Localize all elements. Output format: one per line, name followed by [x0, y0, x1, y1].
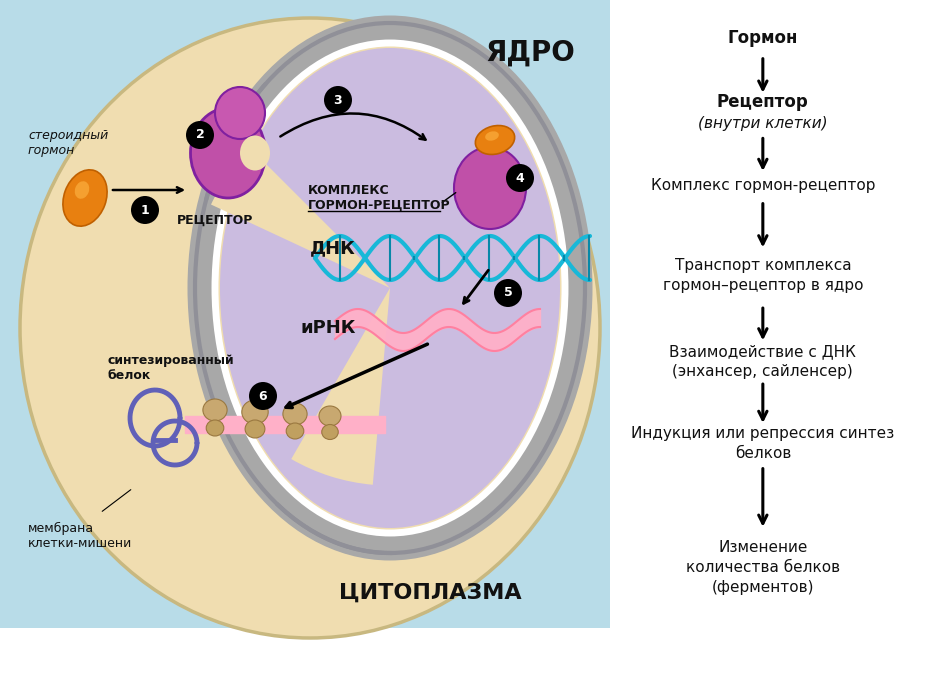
Ellipse shape — [241, 400, 269, 424]
Circle shape — [494, 279, 522, 307]
Ellipse shape — [319, 406, 341, 426]
Circle shape — [506, 164, 534, 192]
Text: Гормон: Гормон — [727, 29, 798, 47]
Circle shape — [186, 121, 214, 149]
Circle shape — [131, 196, 159, 224]
Ellipse shape — [20, 18, 600, 638]
Text: стероидный
гормон: стероидный гормон — [28, 129, 109, 157]
Text: Рецептор: Рецептор — [717, 92, 809, 111]
Ellipse shape — [75, 181, 89, 199]
Ellipse shape — [240, 136, 270, 171]
Ellipse shape — [191, 108, 266, 198]
Text: 6: 6 — [258, 389, 268, 402]
Text: Комплекс гормон-рецептор: Комплекс гормон-рецептор — [651, 178, 875, 193]
Ellipse shape — [245, 420, 265, 438]
Text: Взаимодействие с ДНК
(энхансер, сайленсер): Взаимодействие с ДНК (энхансер, сайленсе… — [669, 344, 856, 378]
Ellipse shape — [203, 399, 227, 421]
Text: (внутри клетки): (внутри клетки) — [698, 116, 827, 131]
Ellipse shape — [220, 48, 560, 528]
Circle shape — [249, 382, 277, 410]
Text: КОМПЛЕКС
ГОРМОН-РЕЦЕПТОР: КОМПЛЕКС ГОРМОН-РЕЦЕПТОР — [308, 184, 450, 212]
Wedge shape — [211, 149, 390, 288]
Circle shape — [324, 86, 352, 114]
Text: синтезированный
белок: синтезированный белок — [108, 354, 235, 382]
Text: 3: 3 — [334, 94, 343, 107]
Ellipse shape — [475, 125, 515, 155]
Bar — [0, 628, 610, 688]
Ellipse shape — [286, 423, 304, 439]
Text: Изменение
количества белков
(ферментов): Изменение количества белков (ферментов) — [686, 540, 840, 595]
Text: Транспорт комплекса
гормон–рецептор в ядро: Транспорт комплекса гормон–рецептор в яд… — [663, 258, 863, 292]
Ellipse shape — [283, 403, 307, 425]
Text: ДНК: ДНК — [310, 239, 356, 257]
Ellipse shape — [206, 420, 224, 436]
Text: 2: 2 — [196, 129, 204, 142]
Text: иРНК: иРНК — [300, 319, 356, 337]
Ellipse shape — [63, 170, 107, 226]
Text: мембрана
клетки-мишени: мембрана клетки-мишени — [28, 522, 132, 550]
Text: 4: 4 — [516, 171, 524, 184]
Bar — [0, 0, 610, 688]
Wedge shape — [291, 288, 390, 485]
Text: ЯДРО: ЯДРО — [485, 39, 575, 67]
Text: 5: 5 — [504, 286, 512, 299]
Text: Индукция или репрессия синтез
белков: Индукция или репрессия синтез белков — [631, 427, 895, 461]
Ellipse shape — [215, 87, 265, 139]
Ellipse shape — [454, 147, 526, 229]
Text: ЦИТОПЛАЗМА: ЦИТОПЛАЗМА — [339, 583, 521, 603]
Text: РЕЦЕПТОР: РЕЦЕПТОР — [177, 213, 253, 226]
Ellipse shape — [485, 131, 499, 141]
Ellipse shape — [322, 424, 338, 440]
Text: 1: 1 — [140, 204, 150, 217]
